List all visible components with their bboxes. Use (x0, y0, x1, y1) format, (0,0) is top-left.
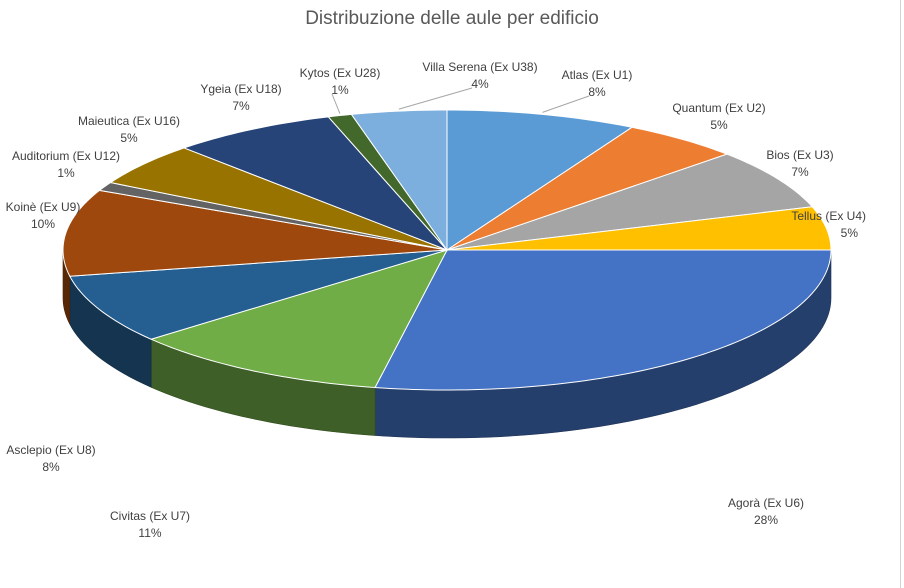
slice-label-civitas-ex-u7: Civitas (Ex U7) (110, 509, 190, 523)
pie-slice-atlas-ex-u1[interactable] (446, 109, 634, 251)
pie-top-faces (62, 109, 832, 391)
leader-line-kytos-ex-u28 (331, 93, 341, 114)
slice-percent-civitas-ex-u7: 11% (138, 526, 161, 540)
slice-percent-auditorium-ex-u12: 1% (57, 166, 75, 180)
pie-slice-koine-ex-u9[interactable] (62, 189, 448, 277)
pie-slice-civitas-ex-u7[interactable] (149, 249, 448, 389)
slice-label-asclepio-ex-u8: Asclepio (Ex U8) (6, 443, 95, 457)
chart-title: Distribuzione delle aule per edificio (305, 8, 599, 29)
pie-slice-quantum-ex-u2[interactable] (446, 126, 729, 251)
pie-slice-maieutica-ex-u16[interactable] (109, 147, 448, 251)
leader-line-atlas-ex-u1 (542, 95, 590, 113)
slice-percent-kytos-ex-u28: 1% (331, 83, 349, 97)
pie-slice-villa-serena-ex-u38[interactable] (350, 109, 448, 252)
pie-slice-asclepio-ex-u8[interactable] (68, 249, 448, 340)
slice-percent-atlas-ex-u1: 8% (588, 85, 606, 99)
leader-line-villa-serena-ex-u38 (398, 87, 473, 110)
slice-percent-asclepio-ex-u8: 8% (42, 460, 60, 474)
slice-label-ygeia-ex-u18: Ygeia (Ex U18) (200, 82, 281, 96)
slice-label-auditorium-ex-u12: Auditorium (Ex U12) (12, 149, 120, 163)
slice-percent-agora-ex-u6: 28% (754, 513, 778, 527)
slice-percent-villa-serena-ex-u38: 4% (471, 77, 489, 91)
slice-label-atlas-ex-u1: Atlas (Ex U1) (562, 68, 633, 82)
slice-label-quantum-ex-u2: Quantum (Ex U2) (672, 101, 765, 115)
pie-labels: Atlas (Ex U1) 8% Quantum (Ex U2) 5% Bios (Ex… (6, 60, 866, 540)
slice-percent-ygeia-ex-u18: 7% (232, 99, 250, 113)
slice-label-villa-serena-ex-u38: Villa Serena (Ex U38) (422, 60, 537, 74)
pie-slice-bios-ex-u3[interactable] (446, 153, 814, 251)
slice-percent-maieutica-ex-u16: 5% (120, 131, 138, 145)
pie-slice-tellus-ex-u4[interactable] (446, 206, 832, 251)
slice-percent-tellus-ex-u4: 5% (841, 226, 859, 240)
pie-side-walls (62, 249, 832, 439)
slice-label-tellus-ex-u4: Tellus (Ex U4) (791, 209, 866, 223)
slice-percent-koine-ex-u9: 10% (31, 217, 55, 231)
slice-percent-bios-ex-u3: 7% (791, 165, 809, 179)
pie-slice-agora-ex-u6[interactable] (374, 249, 832, 391)
pie-slice-ygeia-ex-u18[interactable] (182, 116, 448, 251)
panel-divider (900, 0, 901, 588)
slice-label-agora-ex-u6: Agorà (Ex U6) (728, 496, 804, 510)
slice-label-maieutica-ex-u16: Maieutica (Ex U16) (78, 114, 180, 128)
slice-label-kytos-ex-u28: Kytos (Ex U28) (300, 66, 381, 80)
slice-label-koine-ex-u9: Koinè (Ex U9) (6, 200, 81, 214)
slice-label-bios-ex-u3: Bios (Ex U3) (766, 148, 833, 162)
slice-percent-quantum-ex-u2: 5% (710, 118, 728, 132)
